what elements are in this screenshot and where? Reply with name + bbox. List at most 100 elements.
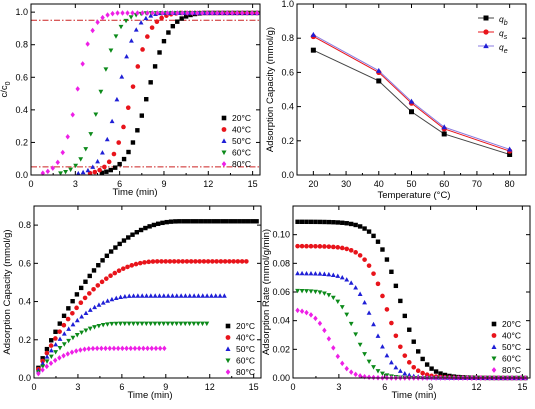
data-point <box>348 369 354 375</box>
data-point <box>420 370 425 376</box>
data-point <box>121 238 127 243</box>
data-point <box>114 96 120 102</box>
data-point <box>169 321 175 327</box>
data-point <box>357 253 363 258</box>
data-point <box>90 27 95 34</box>
data-point <box>70 335 76 341</box>
data-point <box>111 151 117 157</box>
data-point <box>57 329 62 334</box>
data-point <box>380 247 385 252</box>
data-point <box>357 291 363 296</box>
data-point <box>201 259 207 264</box>
series <box>310 47 513 157</box>
data-point <box>164 219 169 225</box>
x-tick-label: 15 <box>517 382 527 392</box>
data-point <box>339 245 345 251</box>
data-point <box>348 321 354 327</box>
data-point <box>171 259 177 264</box>
data-point <box>222 259 228 264</box>
data-point <box>78 157 84 162</box>
data-point <box>133 261 139 267</box>
data-point <box>36 370 41 377</box>
data-point <box>144 97 149 102</box>
data-point <box>205 10 210 16</box>
y-axis-title: Adsorption Capacity (mmol/g) <box>2 229 13 354</box>
data-point <box>87 291 92 296</box>
y-tick-label: 0.06 <box>272 287 290 297</box>
x-tick-label: 20 <box>308 179 318 189</box>
data-point <box>183 293 188 298</box>
data-point <box>83 279 88 284</box>
data-point <box>95 19 100 26</box>
data-point <box>124 345 129 352</box>
data-point <box>90 345 96 352</box>
data-point <box>45 168 51 175</box>
data-point <box>181 219 187 224</box>
data-point <box>179 16 184 21</box>
x-tick-label: 80 <box>505 179 515 189</box>
data-point <box>104 136 110 142</box>
data-point <box>174 293 180 298</box>
data-point <box>66 306 71 311</box>
data-point <box>254 219 259 224</box>
data-point <box>197 259 202 264</box>
data-point <box>224 10 230 16</box>
data-point <box>100 258 105 263</box>
data-point <box>44 359 50 364</box>
data-point <box>116 268 122 274</box>
data-point <box>227 259 232 264</box>
data-point <box>157 50 162 55</box>
y-tick-label: 0.0 <box>15 170 28 180</box>
data-point <box>48 343 54 348</box>
legend-marker <box>491 344 497 349</box>
data-point <box>91 268 97 273</box>
data-point <box>200 321 205 327</box>
data-point <box>191 321 197 327</box>
x-tick-label: 40 <box>374 179 384 189</box>
data-point <box>380 371 385 377</box>
data-point <box>407 327 412 332</box>
data-point <box>154 19 160 25</box>
y-tick-label: 0.6 <box>15 72 28 82</box>
data-point <box>335 299 341 304</box>
data-point <box>92 169 98 175</box>
data-point <box>109 296 115 302</box>
data-point <box>299 270 305 276</box>
data-point <box>340 220 345 225</box>
data-point <box>100 14 105 21</box>
y-tick-label: 0.8 <box>281 33 294 43</box>
data-point <box>40 356 45 361</box>
data-point <box>104 253 110 258</box>
chart-c: 0 3 6 9 12 15 0.0 0.2 0.4 0.6 0.8 Time (min) Adsorpt… <box>2 205 262 401</box>
data-point <box>57 346 63 351</box>
x-tick-label: 9 <box>161 179 166 189</box>
data-point <box>108 167 113 173</box>
data-point <box>161 293 167 298</box>
data-point <box>102 164 107 170</box>
data-point <box>66 326 72 331</box>
data-point <box>335 273 341 278</box>
data-point <box>138 20 144 25</box>
legend-marker <box>221 150 227 156</box>
data-point <box>90 164 96 169</box>
legend-marker <box>225 323 231 329</box>
data-point <box>362 226 367 231</box>
data-point <box>178 321 184 327</box>
data-point <box>507 151 513 157</box>
data-point <box>424 372 430 378</box>
data-point <box>146 259 152 265</box>
data-point <box>60 149 65 156</box>
data-point <box>149 345 154 352</box>
data-point <box>92 325 97 330</box>
data-point <box>366 229 372 234</box>
data-point <box>322 244 327 249</box>
data-point <box>113 165 118 170</box>
data-point <box>170 293 175 298</box>
data-point <box>326 219 332 225</box>
data-point <box>61 331 67 336</box>
data-point <box>61 322 67 328</box>
data-point <box>348 247 354 253</box>
data-point <box>147 224 152 229</box>
data-point <box>78 347 83 353</box>
